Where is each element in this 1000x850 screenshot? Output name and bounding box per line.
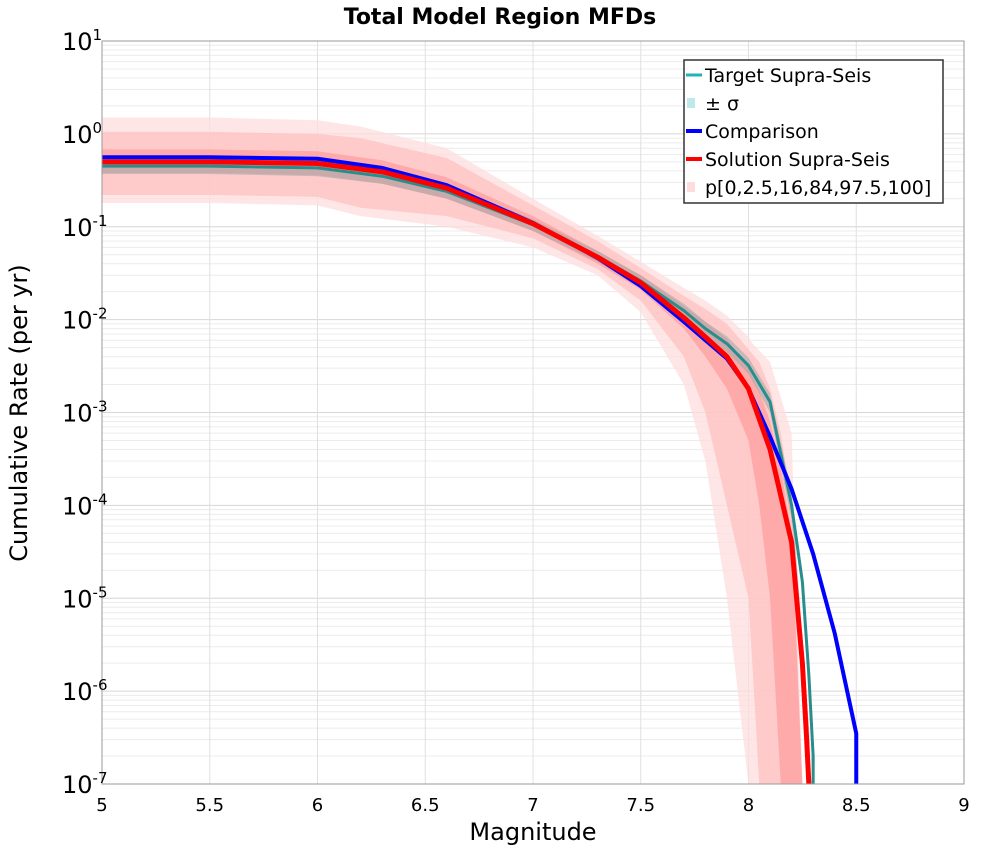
y-axis-label: Cumulative Rate (per yr) <box>5 264 33 562</box>
x-tick-label: 6 <box>312 795 323 816</box>
y-tick-label: 10-4 <box>62 490 108 520</box>
y-tick-label: 10-5 <box>62 583 108 613</box>
legend-label: Comparison <box>705 121 819 143</box>
y-tick-label: 10-6 <box>62 676 108 706</box>
legend-box <box>683 59 944 204</box>
x-tick-label: 7.5 <box>626 795 655 816</box>
series-line-comparison <box>102 155 859 784</box>
y-tick-label: 10-7 <box>62 769 108 799</box>
x-tick-label: 9 <box>958 795 969 816</box>
grid <box>101 40 965 785</box>
chart-title: Total Model Region MFDs <box>344 5 657 30</box>
legend-swatch-fill <box>687 98 695 108</box>
legend: Target Supra-Seis ± σ Comparison Solution S… <box>683 59 944 204</box>
series-line-solution-supra-seis <box>102 159 812 785</box>
x-tick-label: 5.5 <box>195 795 224 816</box>
legend-label: ± σ <box>705 93 739 115</box>
plot-frame <box>101 40 965 785</box>
legend-label: p[0,2.5,16,84,97.5,100] <box>705 177 931 199</box>
y-tick-labels: 101 100 10-1 10-2 10-3 10-4 10-5 10-6 10-7 <box>62 26 108 799</box>
x-tick-label: 5 <box>96 795 107 816</box>
x-axis-label: Magnitude <box>469 818 596 846</box>
series-line-target-supra-seis <box>102 164 815 784</box>
legend-swatch-fill <box>687 182 695 192</box>
x-tick-label: 6.5 <box>411 795 440 816</box>
legend-items: Target Supra-Seis ± σ Comparison Solution S… <box>686 65 931 199</box>
x-tick-label: 7 <box>527 795 538 816</box>
legend-label: Solution Supra-Seis <box>705 149 890 171</box>
y-tick-label: 10-3 <box>62 398 108 428</box>
x-tick-label: 8 <box>743 795 754 816</box>
x-tick-labels: 5 5.5 6 6.5 7 7.5 8 8.5 9 <box>96 795 969 816</box>
x-tick-label: 8.5 <box>842 795 871 816</box>
series-lines <box>102 155 859 785</box>
y-tick-label: 100 <box>62 119 102 149</box>
y-tick-label: 101 <box>62 26 102 56</box>
y-tick-label: 10-1 <box>62 212 108 242</box>
y-tick-label: 10-2 <box>62 305 108 335</box>
legend-label: Target Supra-Seis <box>704 65 871 87</box>
